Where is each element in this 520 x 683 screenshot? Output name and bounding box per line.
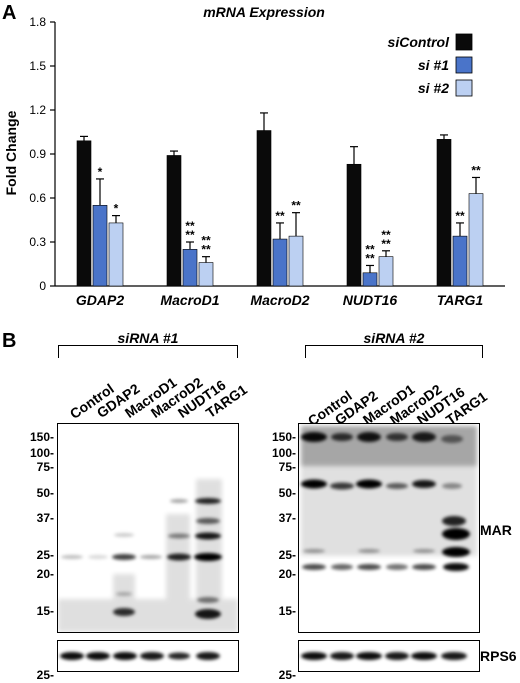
legend-label: si #1 — [418, 57, 449, 73]
bar — [76, 140, 92, 287]
category-label: GDAP2 — [76, 292, 124, 308]
legend-label: si #2 — [418, 80, 449, 96]
significance-label: ** — [365, 251, 375, 265]
bar — [362, 272, 378, 287]
significance-label: ** — [185, 228, 195, 242]
significance-label: ** — [455, 209, 465, 223]
y-axis-label: Fold Change — [3, 110, 19, 195]
mw-right-loading-25: 25- — [278, 668, 296, 682]
mw-left-50: 50- — [36, 486, 54, 500]
y-tick-label: 0.9 — [29, 147, 46, 161]
mw-right-150: 150- — [271, 430, 296, 444]
y-tick-label: 0.3 — [29, 235, 46, 249]
mw-right-25: 25- — [278, 548, 296, 562]
bar-chart: mRNA Expression Fold Change 0 0.3 0.6 0.9 1.… — [3, 4, 505, 308]
bar — [468, 193, 484, 287]
bar — [288, 235, 304, 287]
significance-label: ** — [185, 219, 195, 233]
significance-label: * — [114, 202, 119, 216]
mw-right-75: 75- — [278, 460, 296, 474]
legend-swatch — [455, 79, 473, 97]
legend-swatch — [455, 56, 473, 74]
panel-b-letter: B — [2, 330, 17, 352]
significance-label: ** — [291, 199, 301, 213]
mw-right-15: 15- — [278, 604, 296, 618]
significance-label: ** — [381, 228, 391, 242]
bar — [256, 130, 272, 287]
bar — [436, 139, 452, 287]
mw-right-100: 100- — [271, 446, 296, 460]
category-label: MacroD1 — [160, 292, 219, 308]
bar — [272, 238, 288, 287]
bracket-label-right: siRNA #2 — [363, 330, 425, 346]
chart-title: mRNA Expression — [203, 4, 325, 20]
y-tick-label: 1.2 — [29, 103, 46, 117]
mw-right-50: 50- — [278, 486, 296, 500]
legend-label: siControl — [388, 34, 451, 50]
blot-right-main — [298, 423, 480, 633]
bar — [452, 235, 468, 287]
mw-left-20: 20- — [36, 567, 54, 581]
significance-label: ** — [365, 242, 375, 256]
mw-left-25: 25- — [36, 548, 54, 562]
bar — [108, 222, 124, 287]
bracket-label-left: siRNA #1 — [117, 330, 179, 346]
mw-right-37: 37- — [278, 511, 296, 525]
significance-label: * — [98, 165, 103, 179]
category-label: TARG1 — [437, 292, 484, 308]
significance-label: ** — [381, 237, 391, 251]
mw-left-loading-25: 25- — [36, 668, 54, 682]
bar — [92, 205, 108, 287]
significance-label: ** — [201, 243, 211, 257]
blot-left-main — [57, 423, 239, 633]
blot-right-loading — [298, 640, 480, 672]
rps6-label: RPS6 — [480, 648, 517, 664]
legend-swatch — [455, 33, 473, 51]
bar — [182, 249, 198, 287]
category-label: NUDT16 — [343, 292, 398, 308]
y-tick-label: 1.8 — [29, 15, 46, 29]
y-tick-label: 0.6 — [29, 191, 46, 205]
mw-left-75: 75- — [36, 460, 54, 474]
mw-left-15: 15- — [36, 604, 54, 618]
mw-left-37: 37- — [36, 511, 54, 525]
blot-left-main-bands — [58, 479, 238, 632]
bar — [346, 163, 362, 287]
y-tick-label: 1.5 — [29, 59, 46, 73]
blot-right-main-bands — [301, 426, 477, 571]
mar-label: MAR — [480, 522, 512, 538]
blot-left-loading — [57, 640, 239, 672]
mw-left-150: 150- — [29, 430, 54, 444]
bracket-right — [305, 345, 483, 358]
bar — [198, 262, 214, 287]
bar — [166, 155, 182, 287]
bracket-left — [58, 345, 238, 358]
significance-label: ** — [201, 234, 211, 248]
blot-right-loading-bands — [301, 652, 467, 660]
y-tick-label: 0 — [39, 279, 46, 293]
significance-label: ** — [275, 209, 285, 223]
significance-label: ** — [471, 163, 481, 177]
category-label: MacroD2 — [250, 292, 309, 308]
blot-left-loading-bands — [60, 652, 220, 660]
mw-right-20: 20- — [278, 567, 296, 581]
panel-a-letter: A — [2, 2, 17, 24]
mw-left-100: 100- — [29, 446, 54, 460]
bar — [378, 256, 394, 287]
